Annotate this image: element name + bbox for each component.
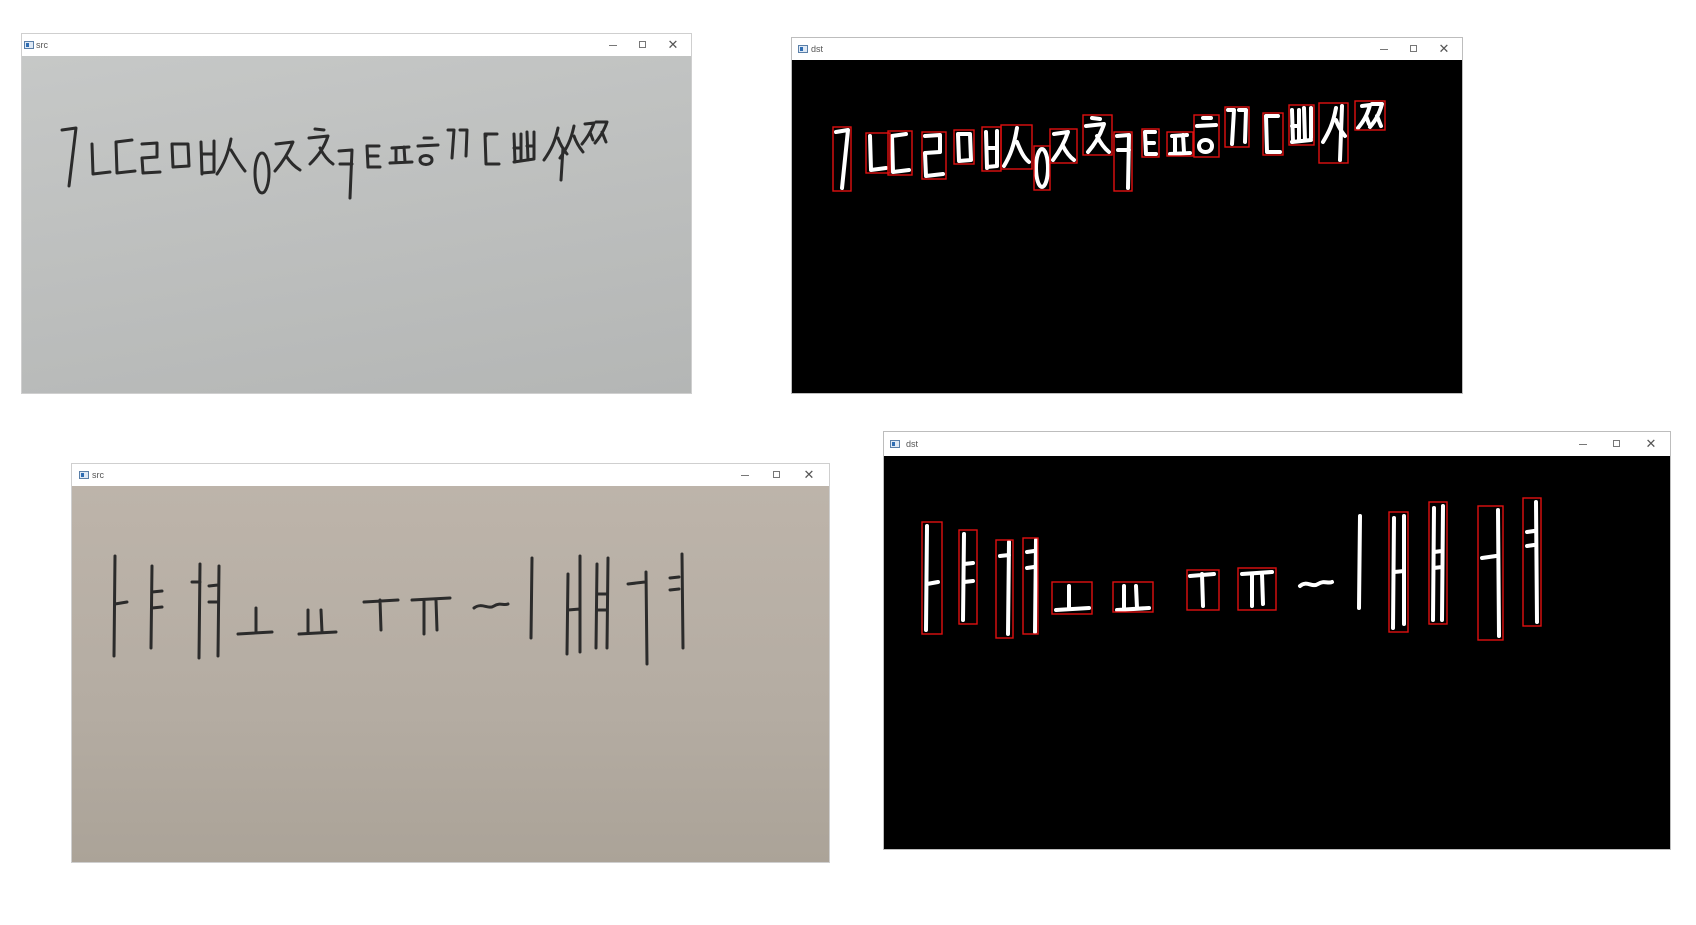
bounding-box-14 [1193,114,1220,158]
bounding-box-10 [1082,114,1113,156]
close-button[interactable]: ✕ [666,38,680,52]
bounding-box-4 [1022,537,1039,635]
glyph-7 [215,137,247,176]
window-title: dst [811,44,824,54]
maximize-button[interactable] [1610,437,1624,451]
image-canvas [72,486,829,862]
window-app-icon [24,41,34,49]
glyph-3 [114,138,137,175]
bounding-box-2 [958,529,978,625]
glyph-19 [580,120,609,146]
bounding-box-18 [1318,102,1349,164]
minimize-button[interactable] [1377,42,1391,56]
close-icon: ✕ [803,467,815,482]
binary-mask-consonants [832,100,1386,192]
bounding-box-8 [1237,567,1277,611]
bounding-box-13 [1166,131,1194,157]
bounding-box-5 [953,129,975,165]
title-bar[interactable]: src ✕ [22,34,691,56]
close-button[interactable]: ✕ [1437,42,1451,56]
glyph-6 [199,139,216,176]
glyph-8 [253,151,271,195]
bounding-box-11 [1477,505,1504,641]
handwritten-vowels [112,552,685,666]
close-icon: ✕ [667,37,679,52]
close-button[interactable]: ✕ [802,468,816,482]
glyph-2 [90,142,112,176]
src-window-consonants: src ✕ [21,33,692,394]
image-canvas [792,60,1462,393]
glyph-10 [307,127,335,166]
bounding-box-8 [1033,145,1051,191]
minimize-button[interactable] [606,38,620,52]
window-app-icon [798,45,808,53]
title-bar[interactable]: src ✕ [72,464,829,486]
bounding-box-6 [1112,581,1154,613]
maximize-button[interactable] [1407,42,1421,56]
handwritten-consonants [60,120,609,200]
window-app-icon [890,440,900,448]
dst-window-vowels: dst ✕ [883,431,1671,850]
glyph-1 [60,126,78,188]
glyph-14 [416,136,440,166]
window-title: src [36,40,48,50]
title-bar[interactable]: dst ✕ [792,38,1462,60]
bounding-box-9 [1049,128,1078,164]
image-canvas [22,56,691,393]
maximize-button[interactable] [770,468,784,482]
glyph-11 [337,148,354,200]
minimize-button[interactable] [738,468,752,482]
bounding-box-3 [995,539,1014,639]
close-icon: ✕ [1645,436,1657,451]
src-window-vowels: src ✕ [71,463,830,863]
bounding-box-15 [1224,106,1250,148]
glyph-13 [388,145,414,165]
bounding-box-4 [921,131,947,180]
glyph-4 [140,141,162,175]
maximize-button[interactable] [636,38,650,52]
binary-mask-vowels [921,497,1542,641]
bounding-box-11 [1113,131,1133,192]
window-app-icon [79,471,89,479]
title-bar[interactable]: dst ✕ [884,432,1670,456]
bounding-box-19 [1354,100,1386,131]
bounding-box-9 [1388,511,1409,633]
glyph-16 [483,132,501,166]
close-button[interactable]: ✕ [1644,437,1658,451]
window-title: src [92,470,104,480]
bounding-box-1 [921,521,943,635]
bounding-box-7 [1186,569,1220,611]
bounding-box-12 [1522,497,1542,627]
image-canvas [884,456,1670,849]
bounding-box-10 [1428,501,1448,625]
bounding-box-16 [1262,112,1284,156]
close-icon: ✕ [1438,41,1450,56]
bounding-box-2 [865,132,891,174]
bounding-box-12 [1141,128,1160,158]
bounding-box-5 [1051,581,1093,615]
glyph-15 [446,128,469,160]
minimize-button[interactable] [1576,437,1590,451]
glyph-9 [273,140,302,173]
bounding-box-1 [832,126,852,192]
bounding-box-7 [1000,124,1033,170]
glyph-18 [542,124,585,182]
bounding-box-3 [887,130,913,176]
bounding-box-17 [1288,104,1315,146]
glyph-5 [170,142,191,169]
glyph-12 [365,144,382,169]
window-title: dst [906,439,919,449]
dst-window-consonants: dst ✕ [791,37,1463,394]
glyph-17 [512,130,536,164]
